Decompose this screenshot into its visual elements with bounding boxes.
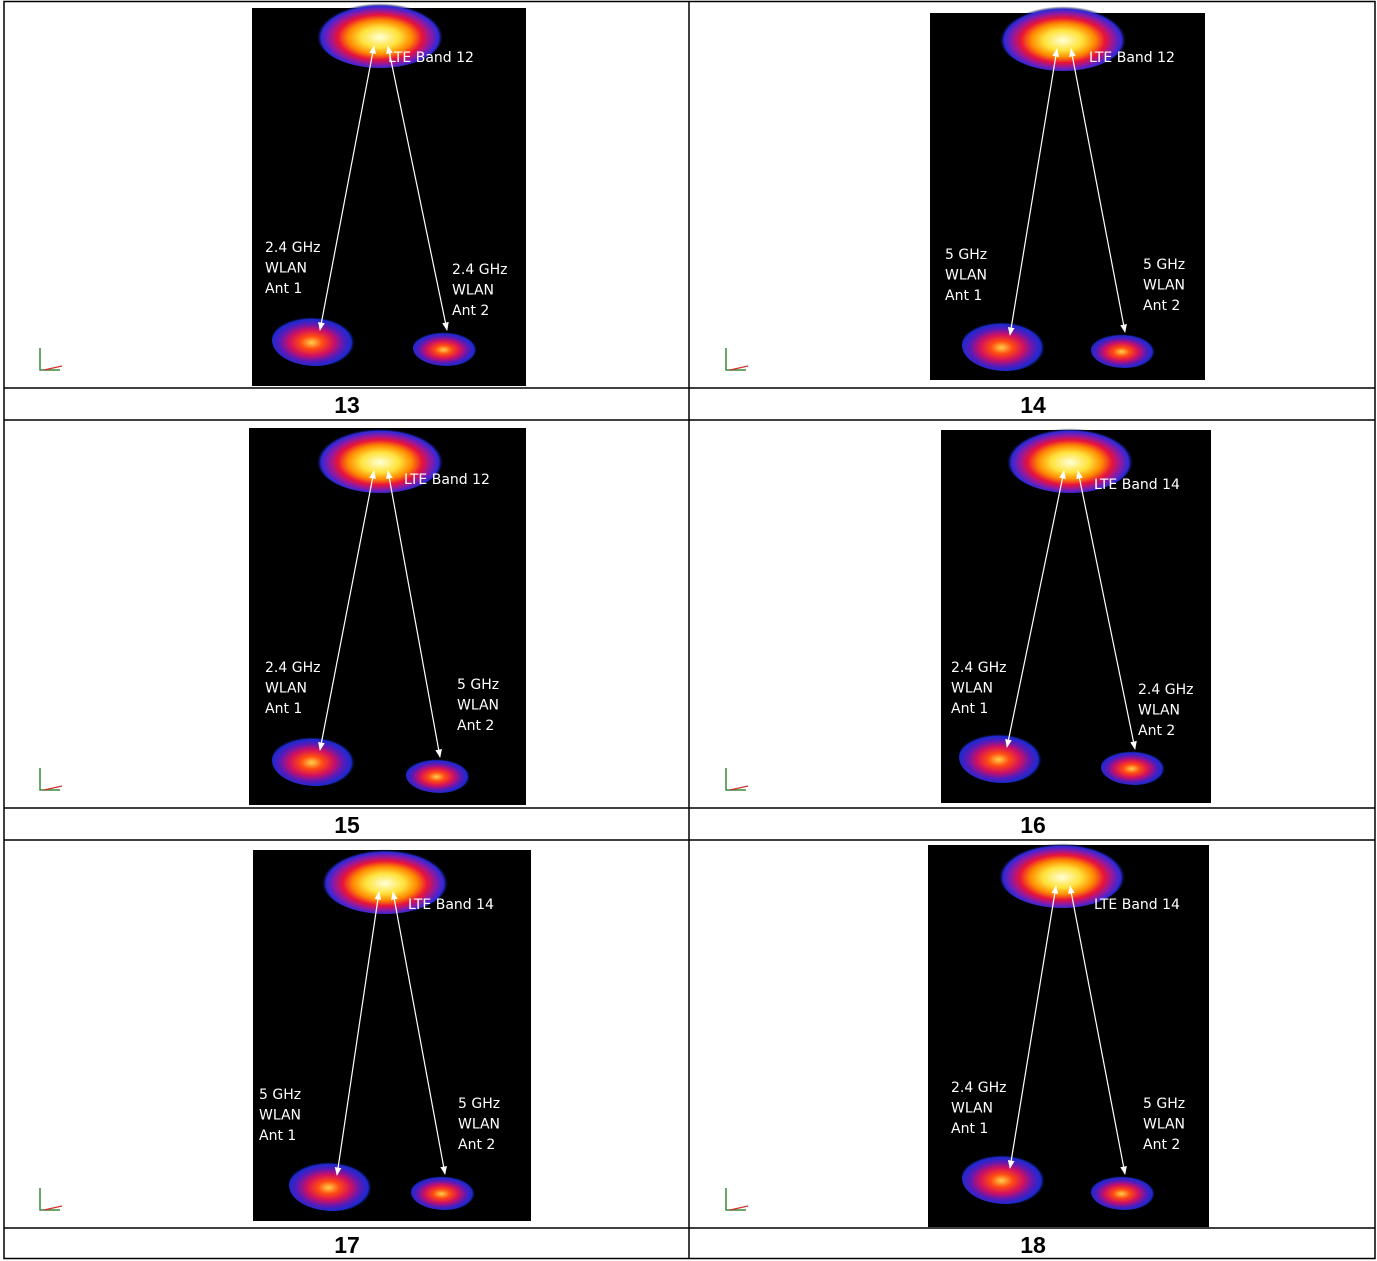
band-label: LTE Band 12 <box>404 472 490 488</box>
axis-icon <box>725 768 746 791</box>
axis-icon <box>725 1188 746 1211</box>
caption: 15 <box>334 812 360 838</box>
antenna-label: WLAN <box>951 1101 993 1117</box>
antenna-label: Ant 2 <box>1138 723 1175 739</box>
band-label: LTE Band 14 <box>1094 897 1180 913</box>
hotspot <box>1091 1174 1159 1210</box>
hotspot <box>962 319 1050 371</box>
antenna-label: 2.4 GHz <box>1138 682 1193 698</box>
antenna-label: WLAN <box>945 268 987 284</box>
antenna-label: Ant 2 <box>1143 1137 1180 1153</box>
axis-icon <box>39 768 60 791</box>
hotspot <box>411 1174 479 1210</box>
axis-icon <box>39 1188 60 1211</box>
antenna-label: Ant 1 <box>265 281 302 297</box>
arrow <box>1007 885 1059 1169</box>
antenna-label: WLAN <box>1138 703 1180 719</box>
antenna-label: Ant 1 <box>265 701 302 717</box>
antenna-label: Ant 1 <box>951 1121 988 1137</box>
antenna-label: WLAN <box>452 283 494 299</box>
antenna-label: 5 GHz <box>259 1087 301 1103</box>
thermal-image: LTE Band 14 2.4 GHz WLAN Ant 1 5 GHz WLAN Ant … <box>725 840 1209 1227</box>
axis-icon <box>729 785 749 791</box>
image-background <box>930 13 1205 380</box>
caption: 14 <box>1020 392 1046 418</box>
hotspot <box>1101 749 1169 785</box>
axis-icon <box>43 1205 63 1211</box>
antenna-label: 5 GHz <box>458 1096 500 1112</box>
antenna-label: 5 GHz <box>1143 257 1185 273</box>
caption: 17 <box>334 1232 360 1258</box>
arrow <box>386 45 449 331</box>
hotspot <box>289 1159 377 1211</box>
antenna-label: WLAN <box>259 1108 301 1124</box>
hotspot <box>959 731 1047 783</box>
caption: 16 <box>1020 812 1046 838</box>
antenna-label: 2.4 GHz <box>951 1080 1006 1096</box>
antenna-label: 5 GHz <box>1143 1096 1185 1112</box>
axis-icon <box>729 1205 749 1211</box>
band-label: LTE Band 12 <box>1089 50 1175 66</box>
antenna-label: WLAN <box>265 681 307 697</box>
hotspot <box>272 314 360 366</box>
arrow <box>1005 470 1066 748</box>
antenna-label: WLAN <box>457 698 499 714</box>
hotspot <box>962 1152 1050 1204</box>
hotspot <box>406 757 474 793</box>
arrow <box>1007 48 1060 336</box>
axis-icon <box>39 348 60 371</box>
antenna-label: Ant 1 <box>951 701 988 717</box>
antenna-label: WLAN <box>265 261 307 277</box>
axis-icon <box>725 348 746 371</box>
axis-icon <box>729 365 749 371</box>
cells: LTE Band 12 2.4 GHz WLAN Ant 1 2.4 GHz WLAN An… <box>39 0 1211 1258</box>
axis-icon <box>43 785 63 791</box>
arrow <box>318 45 376 331</box>
antenna-label: Ant 2 <box>452 303 489 319</box>
caption: 18 <box>1020 1232 1046 1258</box>
antenna-label: WLAN <box>1143 278 1185 294</box>
arrow <box>334 891 382 1176</box>
thermal-image: LTE Band 14 5 GHz WLAN Ant 1 5 GHz WLAN Ant 2 <box>39 846 531 1221</box>
antenna-label: Ant 1 <box>259 1128 296 1144</box>
hotspot <box>272 734 360 786</box>
thermal-image: LTE Band 12 2.4 GHz WLAN Ant 1 2.4 GHz WLAN An… <box>39 0 526 386</box>
antenna-label: WLAN <box>1143 1117 1185 1133</box>
band-label: LTE Band 12 <box>388 50 474 66</box>
hotspot <box>413 330 481 366</box>
antenna-label: 5 GHz <box>457 677 499 693</box>
antenna-label: Ant 2 <box>458 1137 495 1153</box>
band-label: LTE Band 14 <box>408 897 494 913</box>
arrow <box>386 470 442 758</box>
antenna-label: Ant 1 <box>945 288 982 304</box>
arrow <box>1069 48 1127 333</box>
table-grid <box>3 0 1376 1260</box>
antenna-label: WLAN <box>951 681 993 697</box>
band-label: LTE Band 14 <box>1094 477 1180 493</box>
arrow <box>391 891 447 1175</box>
arrow <box>318 470 376 751</box>
antenna-label: 5 GHz <box>945 247 987 263</box>
thermal-image: LTE Band 12 2.4 GHz WLAN Ant 1 5 GHz WLAN Ant … <box>39 425 526 805</box>
antenna-label: 2.4 GHz <box>951 660 1006 676</box>
antenna-label: 2.4 GHz <box>452 262 507 278</box>
antenna-label: Ant 2 <box>1143 298 1180 314</box>
caption: 13 <box>334 392 360 418</box>
antenna-label: WLAN <box>458 1117 500 1133</box>
arrow <box>1068 885 1127 1175</box>
thermal-image: LTE Band 14 2.4 GHz WLAN Ant 1 2.4 GHz WLAN An… <box>725 425 1211 803</box>
axis-icon <box>43 365 63 371</box>
hotspot <box>1091 332 1159 368</box>
antenna-label: Ant 2 <box>457 718 494 734</box>
antenna-label: 2.4 GHz <box>265 660 320 676</box>
arrow <box>1076 470 1137 750</box>
thermal-image: LTE Band 12 5 GHz WLAN Ant 1 5 GHz WLAN Ant 2 <box>725 3 1205 380</box>
antenna-label: 2.4 GHz <box>265 240 320 256</box>
